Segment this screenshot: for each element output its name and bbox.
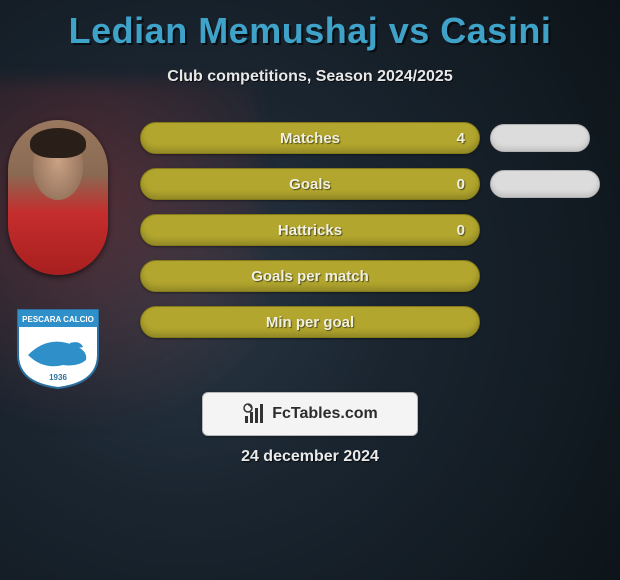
stat-pill-left: Matches4 — [140, 122, 480, 154]
club-badge-svg: PESCARA CALCIO 1936 — [8, 305, 108, 390]
stat-pill-left: Min per goal — [140, 306, 480, 338]
comparison-card: Ledian Memushaj vs Casini Club competiti… — [0, 0, 620, 580]
stat-label: Hattricks — [141, 222, 479, 239]
stat-pill-left: Goals per match — [140, 260, 480, 292]
left-player-column: PESCARA CALCIO 1936 — [8, 120, 118, 390]
fctables-logo-icon — [242, 402, 266, 426]
stat-pill-left: Hattricks0 — [140, 214, 480, 246]
stat-value-left: 0 — [457, 222, 465, 239]
stat-label: Goals — [141, 176, 479, 193]
stat-pill-left: Goals0 — [140, 168, 480, 200]
stat-label: Goals per match — [141, 268, 479, 285]
page-title: Ledian Memushaj vs Casini — [0, 10, 620, 52]
stat-row: Goals per match — [140, 260, 610, 292]
date-label: 24 december 2024 — [0, 448, 620, 466]
club-badge: PESCARA CALCIO 1936 — [8, 305, 108, 390]
svg-text:PESCARA CALCIO: PESCARA CALCIO — [22, 315, 94, 324]
subtitle: Club competitions, Season 2024/2025 — [0, 68, 620, 86]
stat-value-left: 0 — [457, 176, 465, 193]
watermark-badge: FcTables.com — [202, 392, 418, 436]
stat-row: Goals0 — [140, 168, 610, 200]
stats-table: Matches4Goals0Hattricks0Goals per matchM… — [140, 122, 610, 352]
stat-pill-right — [490, 170, 600, 198]
stat-label: Matches — [141, 130, 479, 147]
stat-row: Min per goal — [140, 306, 610, 338]
svg-text:1936: 1936 — [49, 373, 67, 382]
player-avatar — [8, 120, 108, 275]
stat-pill-right — [490, 124, 590, 152]
stat-value-left: 4 — [457, 130, 465, 147]
stat-row: Matches4 — [140, 122, 610, 154]
watermark-text: FcTables.com — [272, 405, 378, 423]
avatar-placeholder — [8, 120, 108, 275]
stat-label: Min per goal — [141, 314, 479, 331]
stat-row: Hattricks0 — [140, 214, 610, 246]
